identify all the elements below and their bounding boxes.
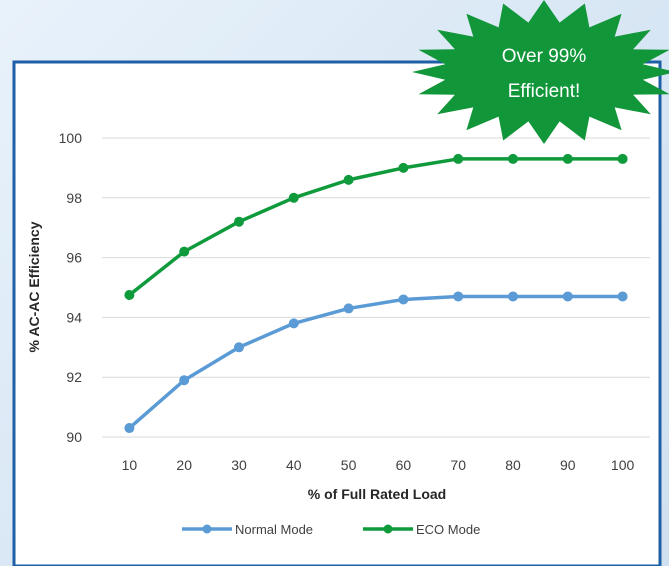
legend: Normal Mode ECO Mode: [182, 522, 480, 537]
x-tick-10: 10: [122, 457, 138, 473]
data-point-normal-mode-20: [179, 375, 190, 386]
x-tick-60: 60: [396, 457, 412, 473]
legend-label-eco-mode: ECO Mode: [416, 522, 480, 537]
y-tick-100: 100: [59, 130, 83, 146]
x-tick-20: 20: [176, 457, 192, 473]
starburst-shape: [412, 0, 669, 144]
gridlines: [102, 137, 650, 438]
x-tick-80: 80: [505, 457, 521, 473]
y-tick-96: 96: [66, 250, 82, 266]
data-point-normal-mode-100: [617, 291, 628, 302]
y-tick-92: 92: [66, 369, 82, 385]
x-tick-50: 50: [341, 457, 357, 473]
x-tick-70: 70: [450, 457, 466, 473]
legend-swatch-eco-marker: [383, 524, 393, 534]
data-point-normal-mode-50: [343, 303, 354, 314]
callout-line-2: Efficient!: [508, 81, 581, 102]
data-point-normal-mode-60: [398, 294, 409, 305]
data-point-normal-mode-10: [124, 423, 135, 434]
data-point-eco-mode-60: [398, 162, 409, 173]
series-line-normal-mode: [128, 294, 623, 430]
data-point-eco-mode-100: [617, 153, 628, 164]
data-point-eco-mode-80: [508, 153, 518, 164]
data-point-eco-mode-90: [562, 153, 573, 164]
x-tick-labels: 10 20 30 40 50 60 70 80 90 100: [122, 457, 635, 473]
legend-item-eco-mode: ECO Mode: [363, 522, 480, 537]
y-tick-labels: 90 92 94 96 98 100: [59, 130, 83, 445]
data-point-eco-mode-30: [234, 216, 244, 227]
legend-item-normal-mode: Normal Mode: [182, 522, 313, 537]
data-point-normal-mode-80: [508, 291, 518, 302]
data-point-normal-mode-40: [288, 318, 299, 329]
data-point-eco-mode-40: [288, 192, 299, 203]
data-point-eco-mode-20: [179, 246, 190, 257]
callout-starburst: Over 99% Efficient!: [412, 0, 669, 144]
data-point-eco-mode-70: [453, 153, 464, 164]
y-tick-94: 94: [66, 309, 82, 325]
data-point-normal-mode-30: [234, 342, 244, 353]
data-point-normal-mode-70: [453, 291, 464, 302]
data-point-eco-mode-10: [124, 289, 135, 300]
data-point-eco-mode-50: [343, 174, 354, 185]
legend-label-normal-mode: Normal Mode: [235, 522, 313, 537]
x-axis-title: % of Full Rated Load: [308, 486, 446, 502]
series-line-eco-mode: [128, 157, 623, 297]
series-group: [124, 153, 628, 434]
y-axis-title: % AC-AC Efficiency: [26, 221, 42, 352]
x-tick-90: 90: [560, 457, 576, 473]
data-point-normal-mode-90: [562, 291, 573, 302]
legend-swatch-normal-marker: [202, 524, 212, 534]
x-tick-100: 100: [611, 457, 635, 473]
x-tick-30: 30: [231, 457, 247, 473]
y-tick-98: 98: [66, 190, 82, 206]
y-tick-90: 90: [66, 429, 82, 445]
x-tick-40: 40: [286, 457, 302, 473]
chart-panel: [12, 60, 662, 566]
callout-line-1: Over 99%: [502, 46, 587, 67]
